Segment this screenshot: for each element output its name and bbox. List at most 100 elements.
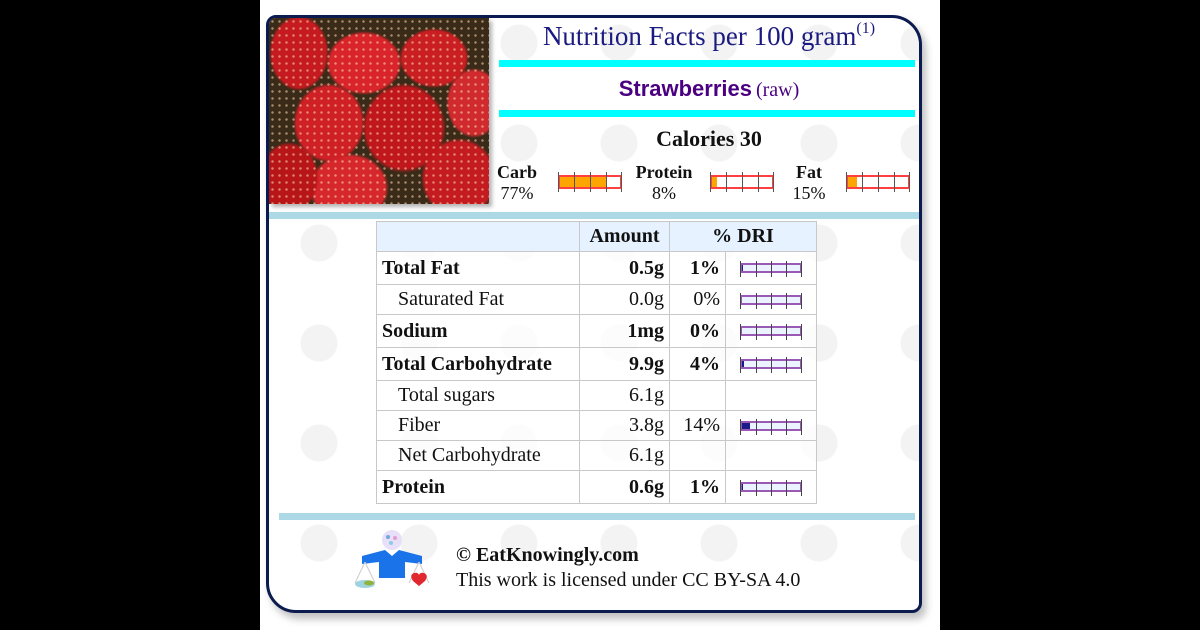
bar-tick (726, 172, 727, 192)
macro-protein: Protein 8% (631, 162, 697, 204)
footer-divider (279, 513, 915, 520)
header-amount: Amount (579, 221, 670, 252)
macro-bar-fill (712, 177, 717, 187)
bar-tick (771, 324, 772, 340)
dri-bar-fill (742, 361, 745, 367)
table-row: Total Carbohydrate 9.9g 4% (376, 347, 817, 381)
bar-tick (786, 261, 787, 277)
bar-tick (756, 324, 757, 340)
nutrient-amount: 6.1g (579, 380, 670, 411)
nutrient-dri-bar-cell (725, 470, 817, 504)
nutrient-name: Total Fat (376, 251, 580, 285)
header-dri: % DRI (669, 221, 817, 252)
macro-name: Fat (796, 162, 822, 182)
bar-tick (786, 480, 787, 496)
bar-tick (801, 418, 802, 435)
table-row: Saturated Fat 0.0g 0% (376, 284, 817, 315)
macro-bar-fat (846, 172, 910, 192)
dri-bar (740, 480, 802, 496)
bar-tick (786, 357, 787, 373)
nutrient-dri-percent: 1% (669, 251, 726, 285)
header-divider-bottom (499, 110, 915, 117)
bar-tick (771, 261, 772, 277)
nutrient-dri-bar-cell (725, 314, 817, 348)
copyright-link[interactable]: © EatKnowingly.com (456, 544, 639, 566)
bar-tick (740, 324, 741, 340)
macro-name: Protein (635, 162, 693, 182)
food-qualifier: (raw) (755, 79, 800, 101)
table-row: Sodium 1mg 0% (376, 314, 817, 348)
table-row: Fiber 3.8g 14% (376, 410, 817, 441)
bar-tick (742, 172, 743, 192)
bar-tick (862, 172, 863, 192)
bar-tick (606, 172, 607, 192)
nutrient-dri-percent: 0% (669, 284, 726, 315)
nutrient-name: Fiber (376, 410, 580, 441)
bar-tick (621, 172, 622, 192)
nutrient-dri-bar-cell (725, 380, 817, 411)
nutrient-name: Protein (376, 470, 580, 504)
macro-bar-fill (848, 177, 857, 187)
food-heading: Strawberries (raw) (501, 76, 917, 102)
bar-tick (846, 172, 847, 192)
nutrient-name: Saturated Fat (376, 284, 580, 315)
nutrient-dri-bar-cell (725, 251, 817, 285)
bar-tick (756, 292, 757, 309)
nutrient-name: Total Carbohydrate (376, 347, 580, 381)
bar-tick (756, 357, 757, 373)
bar-tick (756, 480, 757, 496)
dri-bar (740, 292, 802, 309)
calories-label: Calories 30 (656, 126, 762, 151)
nutrient-dri-percent: 0% (669, 314, 726, 348)
nutrient-dri-percent: 4% (669, 347, 726, 381)
bar-tick (801, 480, 802, 496)
macro-percent: 15% (792, 183, 826, 203)
nutrient-name: Total sugars (376, 380, 580, 411)
nutrient-name: Net Carbohydrate (376, 440, 580, 471)
bar-tick (756, 418, 757, 435)
nutrient-amount: 1mg (579, 314, 670, 348)
dri-bar-fill (742, 422, 751, 429)
macro-bar-carb (558, 172, 622, 192)
bar-tick (590, 172, 591, 192)
macro-fat: Fat 15% (787, 162, 831, 204)
nutrient-dri-percent: 14% (669, 410, 726, 441)
bar-tick (771, 292, 772, 309)
bar-tick (894, 172, 895, 192)
bar-tick (801, 261, 802, 277)
nutrient-amount: 0.5g (579, 251, 670, 285)
license-link[interactable]: This work is licensed under CC BY-SA 4.0 (456, 569, 801, 591)
header-nutrient (376, 221, 580, 252)
bar-tick (740, 480, 741, 496)
table-header-row: Amount % DRI (376, 221, 817, 252)
macro-name: Carb (497, 162, 537, 182)
nutrient-amount: 6.1g (579, 440, 670, 471)
eatknowingly-logo-icon[interactable] (347, 528, 437, 593)
bar-tick (801, 324, 802, 340)
nutrient-dri-bar-cell (725, 410, 817, 441)
section-divider (269, 212, 919, 219)
nutrient-table: Amount % DRI Total Fat 0.5g 1% Saturated Fa… (376, 221, 817, 504)
label-title: Nutrition Facts per 100 gram(1) (501, 20, 917, 52)
nutrient-dri-percent (669, 440, 726, 471)
nutrition-label-card: Nutrition Facts per 100 gram(1) Strawber… (266, 15, 922, 613)
title-footnote-link[interactable]: (1) (856, 20, 876, 37)
dri-bar (740, 324, 802, 340)
nutrient-amount: 9.9g (579, 347, 670, 381)
macro-bar-protein (710, 172, 774, 192)
table-row: Net Carbohydrate 6.1g (376, 440, 817, 471)
bar-tick (773, 172, 774, 192)
nutrient-amount: 0.6g (579, 470, 670, 504)
bar-tick (786, 292, 787, 309)
food-name: Strawberries (618, 76, 752, 101)
nutrient-name: Sodium (376, 314, 580, 348)
table-row: Total sugars 6.1g (376, 380, 817, 411)
macro-percent: 77% (500, 183, 534, 203)
nutrient-amount: 0.0g (579, 284, 670, 315)
bar-tick (909, 172, 910, 192)
bar-tick (801, 357, 802, 373)
title-text: Nutrition Facts per 100 gram (542, 21, 857, 51)
bar-tick (756, 261, 757, 277)
dri-bar (740, 261, 802, 277)
table-row: Protein 0.6g 1% (376, 470, 817, 504)
